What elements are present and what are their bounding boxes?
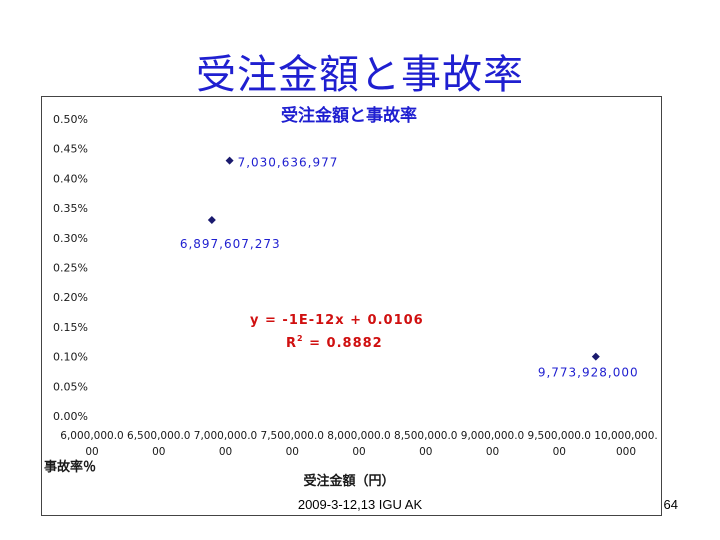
trendline-r2: R2 = 0.8882: [286, 334, 383, 351]
y-tick-label: 0.10%: [53, 351, 88, 364]
data-point-label: 9,773,928,000: [538, 366, 639, 380]
x-tick-label: 7,000,000.0: [194, 430, 257, 442]
x-tick-label-line2: 00: [486, 446, 499, 458]
chart-title: 受注金額と事故率: [281, 105, 417, 126]
x-tick-label: 7,500,000.0: [261, 430, 324, 442]
slide-title: 受注金額と事故率: [196, 52, 524, 98]
x-tick-label-line2: 00: [85, 446, 98, 458]
data-point-label: 7,030,636,977: [238, 156, 339, 170]
y-tick-label: 0.00%: [53, 410, 88, 423]
x-axis-title: 受注金額（円）: [303, 473, 394, 489]
x-tick-label: 9,000,000.0: [461, 430, 524, 442]
y-axis-title: 事故率％: [44, 459, 96, 475]
x-tick-label-line2: 00: [152, 446, 165, 458]
page-number: 64: [663, 497, 678, 512]
x-tick-label-line2: 00: [553, 446, 566, 458]
data-point: [591, 352, 600, 361]
x-tick-label-line2: 00: [352, 446, 365, 458]
chart-frame: 受注金額と事故率 0.00% 0.05% 0.10% 0.15% 0.20% 0.25% 0.…: [41, 96, 662, 516]
y-tick-label: 0.45%: [53, 143, 88, 156]
x-tick-label: 8,500,000.0: [394, 430, 457, 442]
x-tick-label: 8,000,000.0: [327, 430, 390, 442]
x-tick-label-line2: 00: [419, 446, 432, 458]
scatter-chart: 受注金額と事故率 0.00% 0.05% 0.10% 0.15% 0.20% 0.25% 0.…: [44, 105, 658, 489]
y-tick-label: 0.05%: [53, 380, 88, 393]
x-tick-label: 6,500,000.0: [127, 430, 190, 442]
x-tick-label: 6,000,000.0: [60, 430, 123, 442]
data-point: [225, 156, 234, 165]
x-tick-label: 9,500,000.0: [528, 430, 591, 442]
data-point-label: 6,897,607,273: [180, 237, 281, 251]
trendline-equation: y = -1E-12x + 0.0106: [250, 313, 424, 328]
x-tick-label-line2: 00: [286, 446, 299, 458]
y-tick-label: 0.20%: [53, 291, 88, 304]
y-tick-label: 0.30%: [53, 232, 88, 245]
y-tick-label: 0.50%: [53, 113, 88, 126]
y-tick-label: 0.25%: [53, 262, 88, 275]
data-point: [207, 215, 216, 224]
y-tick-label: 0.15%: [53, 321, 88, 334]
x-tick-label-line2: 000: [616, 446, 636, 458]
x-tick-label-line2: 00: [219, 446, 232, 458]
slide-footer: 2009-3-12,13 IGU AK: [297, 497, 423, 512]
y-tick-label: 0.40%: [53, 172, 88, 185]
x-tick-label: 10,000,000.: [594, 430, 657, 442]
y-tick-label: 0.35%: [53, 202, 88, 215]
